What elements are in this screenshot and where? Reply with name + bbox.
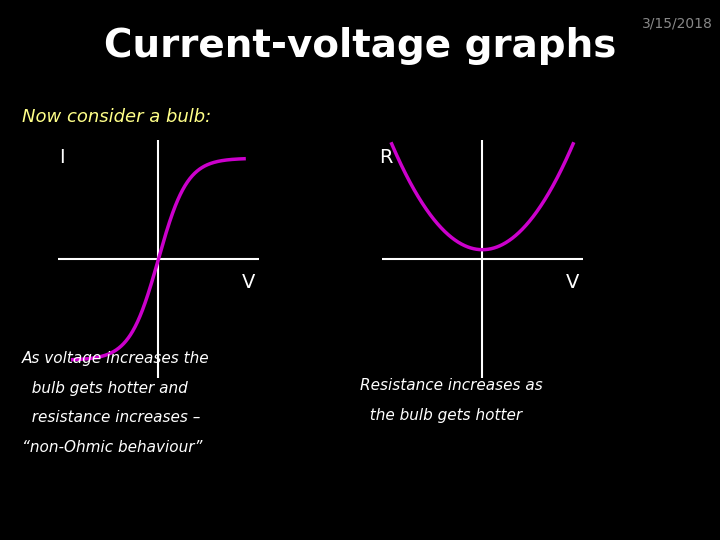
- Text: resistance increases –: resistance increases –: [22, 410, 200, 426]
- Text: I: I: [59, 147, 65, 166]
- Text: R: R: [379, 147, 392, 166]
- Text: bulb gets hotter and: bulb gets hotter and: [22, 381, 187, 396]
- Text: Current-voltage graphs: Current-voltage graphs: [104, 27, 616, 65]
- Text: Now consider a bulb:: Now consider a bulb:: [22, 108, 211, 126]
- Text: “non-Ohmic behaviour”: “non-Ohmic behaviour”: [22, 440, 202, 455]
- Text: the bulb gets hotter: the bulb gets hotter: [360, 408, 522, 423]
- Text: As voltage increases the: As voltage increases the: [22, 351, 210, 366]
- Text: Resistance increases as: Resistance increases as: [360, 378, 543, 393]
- Text: 3/15/2018: 3/15/2018: [642, 16, 713, 30]
- Text: V: V: [566, 273, 579, 293]
- Text: V: V: [242, 273, 255, 293]
